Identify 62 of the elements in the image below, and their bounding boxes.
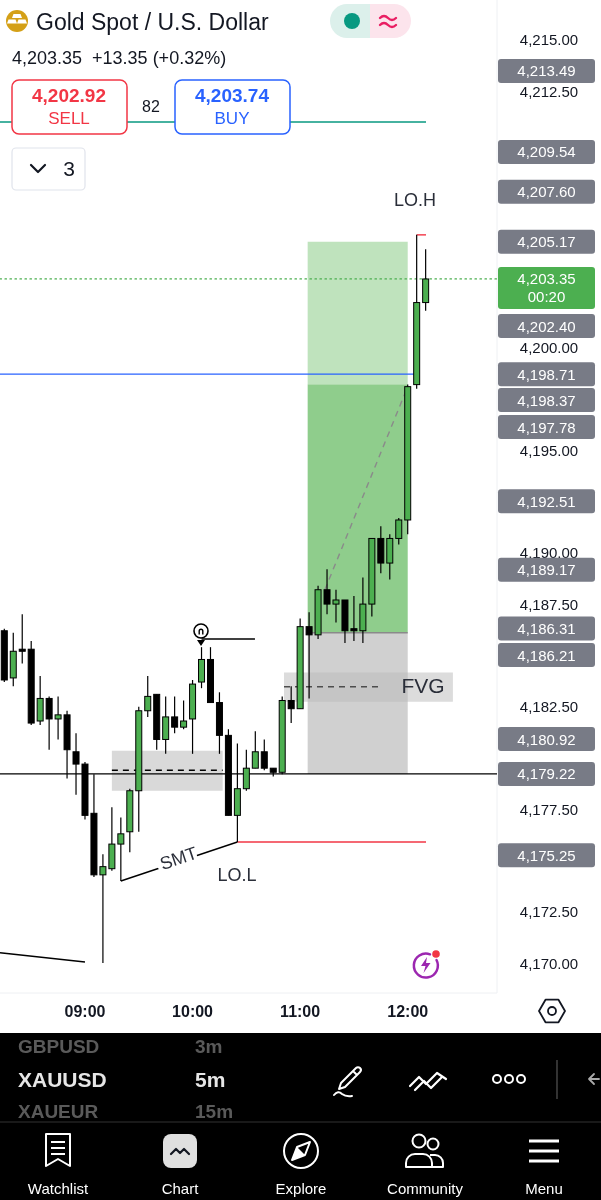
text: 4,203.35 +13.35 (+0.32%) (12, 48, 227, 68)
y-tick-label: 4,182.50 (519, 698, 579, 716)
text: Watchlist (27, 1180, 89, 1197)
y2-tick-label: 4,209.54 (517, 143, 576, 161)
text: 4,202.40 (517, 317, 576, 335)
y2-tick-label: 4,189.17 (517, 561, 576, 579)
y2-tick-label: 4,179.22 (517, 765, 576, 783)
x-tick-label: 11:00 (280, 1002, 321, 1020)
text: Menu (525, 1180, 563, 1197)
y-tick-label: 4,195.00 (519, 441, 579, 459)
annotation: SMT (157, 842, 200, 874)
text: GBPUSD (18, 1036, 100, 1057)
y2-tick-label: 4,198.71 (517, 365, 576, 383)
text: 4,198.37 (517, 391, 576, 409)
candlestick (251, 730, 259, 769)
text: XAUUSD (18, 1068, 107, 1091)
chart-title: Gold Spot / U.S. Dollar (36, 9, 269, 35)
y-tick-label: 4,177.50 (519, 800, 579, 818)
x-tick-label: 09:00 (64, 1002, 106, 1020)
text: 5m (195, 1068, 226, 1091)
x-tick-label: 10:00 (172, 1002, 214, 1020)
text: Community (387, 1180, 464, 1197)
text: XAUEUR (18, 1101, 99, 1122)
text: 4,197.78 (517, 418, 576, 436)
candlestick (198, 646, 206, 689)
y2-tick-label: 4,205.17 (517, 233, 576, 251)
candlestick (180, 699, 188, 730)
candlestick (18, 613, 26, 665)
annotation: LO.H (393, 190, 437, 210)
y-tick-label: 4,212.50 (519, 82, 579, 100)
y2-tick-label: 4,192.51 (517, 492, 576, 510)
candlestick (171, 695, 179, 734)
y2-tick-label: 4,175.25 (517, 846, 576, 864)
candlestick (144, 675, 152, 718)
candlestick (395, 517, 403, 546)
ref-line-label: 4,203.35 00:20 (517, 270, 576, 306)
text: Chart (161, 1180, 200, 1197)
y2-tick-label: 4,207.60 (517, 183, 576, 201)
y-tick-label: 4,190.00 (519, 544, 579, 562)
candlestick (162, 695, 170, 755)
y-tick-label: 4,170.00 (519, 954, 579, 972)
annotation: 3 (63, 157, 75, 180)
y2-tick-label: 4,186.31 (517, 620, 576, 637)
annotation: SELL (48, 109, 90, 128)
y-tick-label: 4,215.00 (519, 31, 579, 49)
y2-tick-label: 4,180.92 (517, 730, 576, 748)
annotation: BUY (214, 109, 250, 128)
y-tick-label: 4,172.50 (519, 903, 579, 921)
y-tick-label: 4,200.00 (519, 339, 579, 357)
x-tick-label: 12:00 (387, 1002, 429, 1020)
annotation: FVG (401, 674, 445, 697)
candlestick (260, 738, 268, 771)
annotation: 82 (142, 98, 160, 115)
text: 15m (195, 1101, 234, 1122)
y2-tick-label: 4,213.49 (517, 62, 576, 80)
y-tick-label: 4,187.50 (519, 595, 579, 613)
text: 3m (195, 1036, 223, 1057)
annotation: 4,203.74 (195, 85, 270, 106)
annotation: 4,202.92 (32, 85, 106, 106)
annotation: LO.L (217, 865, 257, 885)
text: 4,186.21 (517, 646, 576, 664)
text: Explore (275, 1180, 327, 1197)
